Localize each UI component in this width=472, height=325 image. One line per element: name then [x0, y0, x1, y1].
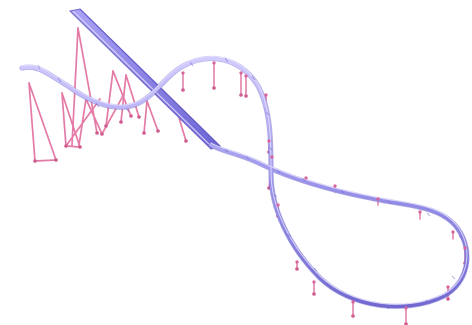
track-connectors [181, 61, 467, 310]
left-support-frame [28, 27, 187, 162]
track-inner-highlight [21, 56, 468, 305]
lift-hill-highlight [72, 10, 214, 149]
track-ties [37, 57, 463, 310]
support-structure [28, 27, 467, 325]
track-main [20, 56, 469, 309]
support-feet [33, 86, 467, 325]
coaster-track [19, 56, 470, 309]
lift-hill-edge [79, 8, 221, 147]
lift-hill [68, 8, 221, 150]
